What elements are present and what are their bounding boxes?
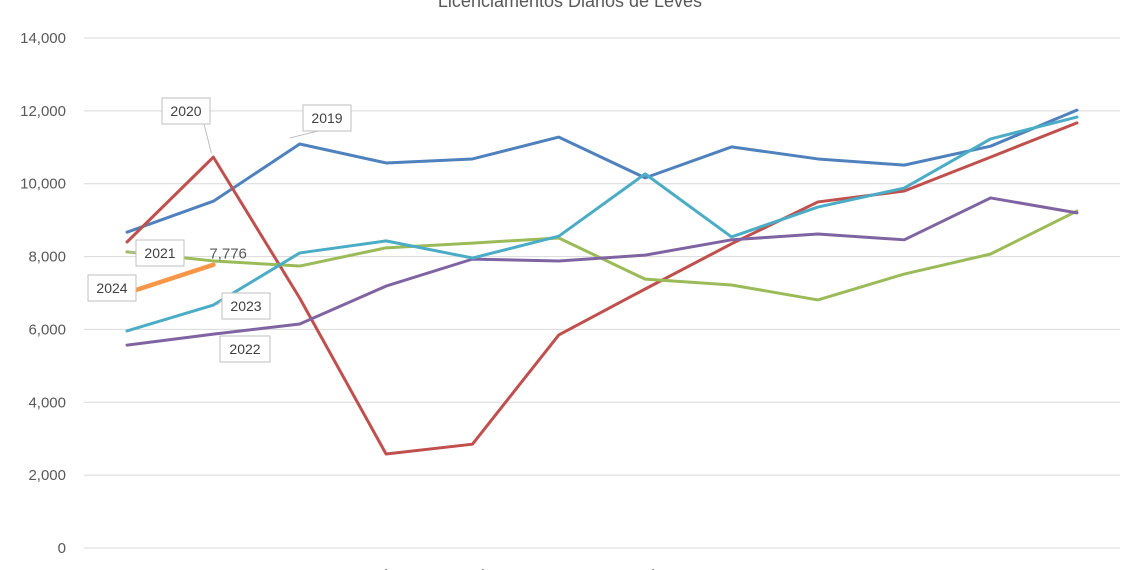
- x-tick-label: Fev: [201, 567, 227, 570]
- callout-pointer: [289, 130, 319, 139]
- x-tick-label: Jul: [636, 567, 655, 570]
- x-tick-label: Ago: [718, 567, 745, 570]
- x-tick-label: Jun: [547, 567, 571, 570]
- callout-box: [302, 104, 352, 132]
- callout-label: 2024: [96, 280, 127, 296]
- y-tick-label: 4,000: [28, 394, 66, 411]
- callout-pointer: [203, 123, 212, 154]
- callout-label: 2020: [170, 103, 201, 119]
- y-axis: 0 2,000 4,000 6,000 8,000 10,000 12,000 14,000: [20, 30, 66, 557]
- series-lines: [124, 108, 1079, 456]
- x-tick-label: Abr: [374, 567, 397, 570]
- callout-2023: 2023: [216, 292, 271, 320]
- series-line-2023: [125, 115, 1079, 333]
- callout-2022: 2022: [219, 335, 271, 363]
- x-tick-label: Set: [807, 567, 830, 570]
- series-line-2019: [125, 108, 1079, 234]
- callout-label: 2022: [229, 341, 260, 357]
- series-line-2020: [125, 121, 1079, 456]
- y-tick-label: 2,000: [28, 467, 66, 484]
- callout-box: [219, 335, 271, 363]
- series-callouts: 2019 2020 2021 2022 2023 2024 7,776: [87, 97, 352, 363]
- y-tick-label: 14,000: [20, 30, 66, 47]
- x-tick-label: Nov: [977, 567, 1004, 570]
- y-tick-label: 6,000: [28, 321, 66, 338]
- x-axis: Jan Fev Mar Abr Mai Jun Jul Ago Set Out Nov Dez: [115, 567, 1090, 570]
- callout-label: 2021: [144, 245, 175, 261]
- series-line-2022: [125, 196, 1079, 347]
- y-tick-label: 12,000: [20, 103, 66, 120]
- callout-2019: 2019: [289, 104, 352, 139]
- y-tick-label: 8,000: [28, 249, 66, 266]
- y-tick-label: 0: [58, 540, 66, 557]
- data-label-2024: 7,776: [209, 246, 247, 263]
- callout-box: [135, 239, 185, 267]
- callout-box: [87, 274, 137, 302]
- x-tick-label: Mai: [460, 567, 484, 570]
- x-tick-label: Mar: [287, 567, 313, 570]
- callout-label: 2019: [311, 110, 342, 126]
- callout-2021: 2021: [128, 239, 185, 267]
- series-line-2024: [124, 262, 216, 296]
- callout-box: [221, 292, 271, 320]
- callout-2024: 2024: [87, 274, 137, 302]
- x-tick-label: Dez: [1064, 567, 1091, 570]
- x-tick-label: Out: [892, 567, 917, 570]
- chart-title: Licenciamentos Diários de Leves: [438, 0, 702, 11]
- y-tick-label: 10,000: [20, 176, 66, 193]
- x-tick-label: Jan: [115, 567, 139, 570]
- callout-pointer: [216, 299, 223, 306]
- callout-box: [161, 97, 211, 125]
- callout-2020: 2020: [161, 97, 212, 154]
- callout-label: 2023: [230, 298, 261, 314]
